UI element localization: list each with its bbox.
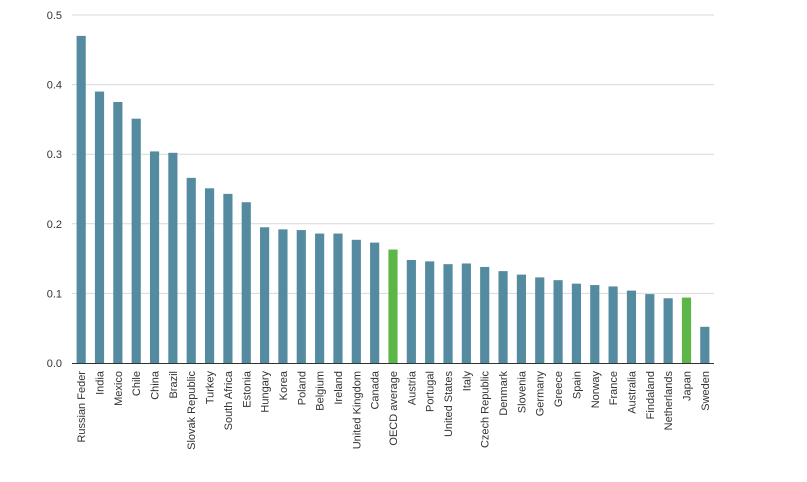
x-category-label: Japan xyxy=(681,371,693,401)
bar-poland xyxy=(296,230,306,363)
bar-japan xyxy=(681,297,692,363)
y-tick-label: 0.4 xyxy=(47,80,62,92)
y-axis-tick-labels: 0.0 0.1 0.2 0.3 0.4 0.5 xyxy=(47,10,62,370)
bar-france xyxy=(608,286,618,363)
x-category-label: Slovenia xyxy=(516,370,528,413)
x-category-label: Norway xyxy=(590,371,602,409)
x-category-label: India xyxy=(95,370,107,395)
bar-mexico xyxy=(113,102,123,363)
bar-russian-feder xyxy=(76,35,86,363)
bars xyxy=(76,35,710,363)
x-category-label: Denmark xyxy=(498,371,510,416)
x-category-label: Greece xyxy=(553,371,565,407)
x-category-label: Korea xyxy=(278,370,290,400)
bar-korea xyxy=(278,229,288,363)
bar-hungary xyxy=(260,227,270,363)
x-category-label: Turkey xyxy=(205,371,217,405)
x-category-label: Slovak Republic xyxy=(186,371,198,450)
bar-spain xyxy=(571,283,582,363)
bar-south-africa xyxy=(223,193,233,363)
bar-germany xyxy=(535,277,545,363)
x-category-label: Australia xyxy=(626,370,638,414)
x-axis-category-labels: Russian Feder India Mexico Chile China Brazil… xyxy=(76,370,712,450)
x-category-label: Canada xyxy=(370,370,382,409)
x-category-label: South Africa xyxy=(223,370,235,430)
bar-greece xyxy=(553,280,563,363)
y-tick-label: 0.3 xyxy=(47,149,62,161)
gridlines xyxy=(72,14,714,294)
x-category-label: Netherlands xyxy=(663,371,675,431)
bar-slovenia xyxy=(516,274,526,363)
bar-united-kingdom xyxy=(351,239,361,363)
x-category-label: France xyxy=(608,371,620,405)
bar-australia xyxy=(626,290,637,363)
bar-chile xyxy=(131,118,141,363)
bar-czech-republic xyxy=(480,266,490,363)
x-category-label: Hungary xyxy=(260,371,272,413)
bar-belgium xyxy=(315,233,325,363)
x-category-label: Czech Republic xyxy=(480,371,492,449)
x-category-label: OECD average xyxy=(388,371,400,446)
x-category-label: Spain xyxy=(571,371,583,399)
bar-sweden xyxy=(700,326,710,363)
bar-china xyxy=(149,151,160,363)
x-category-label: Austria xyxy=(406,370,418,405)
bar-portugal xyxy=(425,261,435,363)
y-tick-label: 0.5 xyxy=(47,10,62,22)
bar-italy xyxy=(461,263,471,363)
x-category-label: Russian Feder xyxy=(76,371,88,443)
x-category-label: Sweden xyxy=(700,371,712,411)
bar-united-states xyxy=(443,264,453,363)
x-category-label: Poland xyxy=(296,371,308,405)
bar-ireland xyxy=(333,233,343,363)
x-category-label: Mexico xyxy=(113,371,125,406)
x-category-label: Portugal xyxy=(425,371,437,412)
y-tick-label: 0.0 xyxy=(47,358,62,370)
y-tick-label: 0.1 xyxy=(47,288,62,300)
x-category-label: Estonia xyxy=(241,370,253,408)
x-category-label: Italy xyxy=(461,371,473,392)
x-category-label: Belgium xyxy=(315,371,327,411)
bar-oecd-average xyxy=(388,249,398,363)
x-category-label: Chile xyxy=(131,371,143,396)
x-category-label: United Kingdom xyxy=(351,371,363,449)
bar-india xyxy=(94,91,105,363)
x-category-label: Germany xyxy=(535,371,547,417)
x-category-label: United States xyxy=(443,371,455,438)
y-tick-label: 0.2 xyxy=(47,219,62,231)
bar-canada xyxy=(370,242,380,363)
x-category-label: Brazil xyxy=(168,371,180,399)
bar-estonia xyxy=(241,202,251,363)
x-category-label: Findaland xyxy=(645,371,657,419)
bar-turkey xyxy=(204,188,215,363)
bar-findaland xyxy=(645,294,655,363)
bar-brazil xyxy=(168,152,178,363)
x-category-label: China xyxy=(150,370,162,400)
bar-slovak-republic xyxy=(186,177,196,363)
bar-norway xyxy=(590,285,600,363)
bar-netherlands xyxy=(663,298,673,363)
bar-denmark xyxy=(498,271,508,363)
x-category-label: Ireland xyxy=(333,371,345,405)
bar-austria xyxy=(406,259,416,363)
